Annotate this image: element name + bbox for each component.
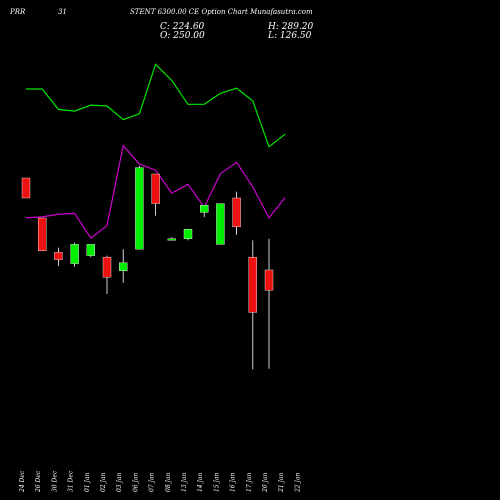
x-tick-label: 26 Dec (35, 470, 42, 493)
candle-body (199, 204, 209, 213)
x-tick-label: 14 Jan (197, 472, 204, 492)
x-tick-label: 08 Jan (165, 472, 172, 492)
x-tick-label: 21 Jan (278, 472, 285, 493)
x-tick-label: 01 Jan (84, 472, 91, 492)
header-code: PRR (10, 8, 26, 16)
candle-body (232, 197, 241, 227)
x-tick-label: 06 Jan (132, 472, 139, 492)
candle-body (54, 252, 63, 260)
candle-body (21, 177, 31, 199)
header-number: 31 (58, 8, 67, 16)
candle-body (183, 228, 193, 239)
candle-body (102, 257, 112, 278)
candle-body (264, 269, 274, 291)
candle-body (151, 173, 160, 204)
x-tick-label: 16 Jan (230, 472, 237, 492)
x-tick-label: 17 Jan (246, 472, 253, 492)
x-tick-label: 20 Jan (262, 472, 269, 493)
x-tick-label: 24 Dec (19, 470, 26, 493)
candle-body (86, 244, 96, 256)
low-value: L: 126.50 (268, 31, 312, 41)
series-line-magenta (25, 144, 286, 239)
x-tick-label: 15 Jan (213, 472, 220, 492)
x-tick-label: 03 Jan (116, 472, 123, 492)
x-tick-label: 07 Jan (149, 472, 156, 492)
candle-body (70, 244, 79, 264)
close-value: C: 224.60 (160, 22, 205, 32)
x-tick-label: 30 Dec (51, 470, 58, 492)
series-line-green (26, 63, 286, 148)
open-value: O: 250.00 (160, 31, 205, 41)
candle-body (248, 257, 258, 313)
candle-body (118, 262, 128, 271)
x-tick-label: 31 Dec (68, 470, 75, 492)
candle-body (167, 238, 177, 241)
candle-body (38, 217, 47, 251)
candle-body (135, 167, 144, 250)
x-tick-label: 22 Jan (294, 472, 301, 493)
candle-body (216, 203, 225, 245)
x-tick-label: 02 Jan (100, 472, 107, 492)
x-tick-label: 13 Jan (181, 472, 188, 492)
chart-title: STENT 6300.00 CE Option Chart Munafasutr… (130, 8, 313, 16)
high-value: H: 289.20 (268, 22, 314, 32)
